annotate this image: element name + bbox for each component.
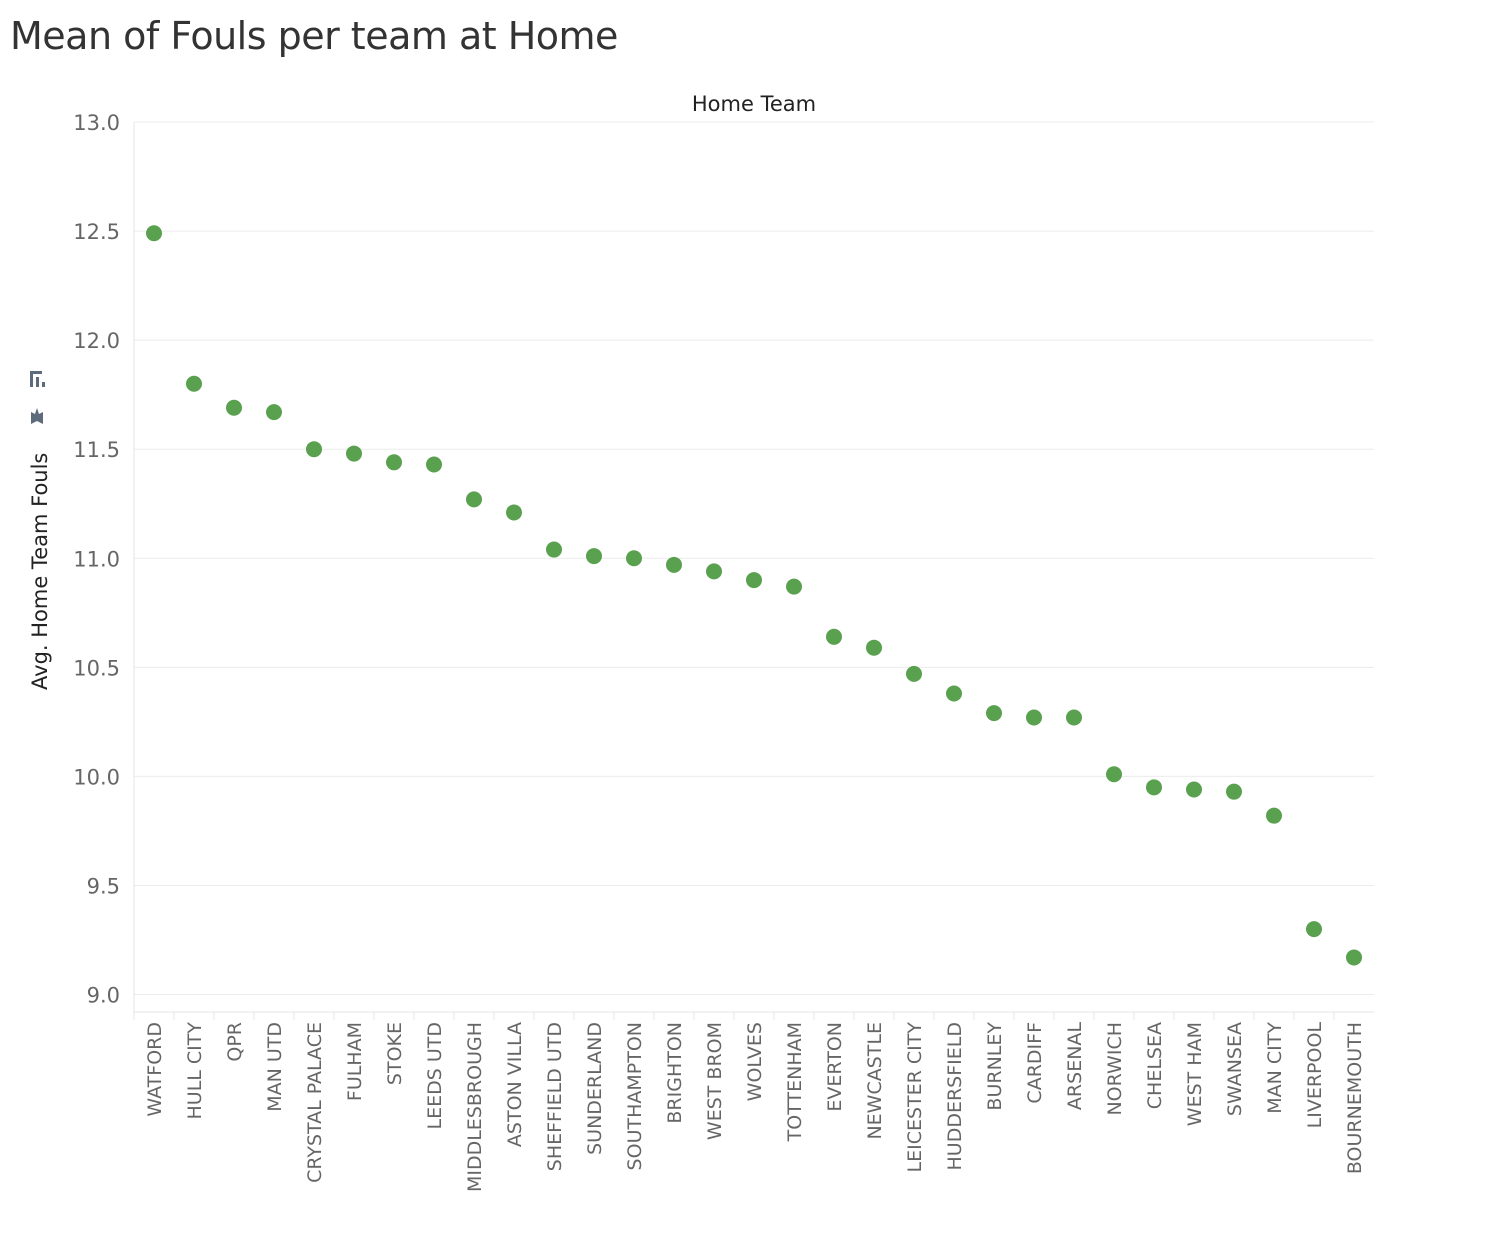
y-tick-label: 9.5 [87,874,120,898]
data-point[interactable] [826,628,842,645]
data-point[interactable] [1026,709,1042,726]
column-header: Home Team [692,92,816,116]
data-point[interactable] [466,491,482,508]
x-tick-label: LEEDS UTD [424,1022,446,1129]
x-tick-label: EVERTON [824,1022,846,1112]
data-point[interactable] [866,639,882,656]
x-tick-label: WEST HAM [1184,1022,1206,1126]
y-axis-title-group: Avg. Home Team Fouls [28,371,52,690]
y-tick-label: 9.0 [87,984,120,1008]
y-tick-label: 11.5 [73,438,120,462]
x-tick-label: MIDDLESBROUGH [464,1022,486,1192]
data-point[interactable] [546,541,562,558]
data-point[interactable] [786,578,802,595]
y-tick-label: 10.0 [73,765,120,789]
data-point[interactable] [346,445,362,462]
data-point[interactable] [746,572,762,589]
x-tick-label: TOTTENHAM [784,1022,806,1142]
x-tick-label: HUDDERSFIELD [944,1022,966,1170]
data-point[interactable] [186,375,202,392]
x-tick-label: WOLVES [744,1022,766,1101]
chart-title: Mean of Fouls per team at Home [10,14,618,58]
x-tick-label: WEST BROM [704,1022,726,1140]
x-tick-labels: WATFORD HULL CITY QPR MAN UTD CRYSTAL PALACE… [133,1012,1366,1192]
x-tick-label: MAN UTD [264,1022,286,1112]
x-tick-label: SOUTHAMPTON [624,1022,646,1170]
data-point[interactable] [1066,709,1082,726]
x-tick-label: ASTON VILLA [504,1022,526,1147]
data-point[interactable] [146,225,162,242]
x-tick-label: STOKE [384,1022,406,1085]
data-point[interactable] [1266,807,1282,824]
data-points [146,225,1362,966]
x-tick-label: WATFORD [144,1022,166,1117]
x-tick-label: LEICESTER CITY [904,1022,926,1173]
x-tick-label: CHELSEA [1144,1022,1166,1109]
x-tick-label: BURNLEY [984,1022,1006,1111]
x-tick-label: BOURNEMOUTH [1344,1022,1366,1174]
x-tick-label: QPR [224,1022,246,1062]
y-tick-label: 10.5 [73,656,120,680]
x-tick-label: BRIGHTON [664,1022,686,1124]
x-tick-label: CRYSTAL PALACE [304,1022,326,1183]
x-tick-label: FULHAM [344,1022,366,1101]
data-point[interactable] [306,441,322,458]
data-point[interactable] [506,504,522,521]
data-point[interactable] [386,454,402,471]
x-tick-label: MAN CITY [1264,1022,1286,1114]
data-point[interactable] [986,705,1002,722]
data-point[interactable] [1226,783,1242,800]
x-tick-label: SWANSEA [1224,1022,1246,1116]
x-tick-label: NEWCASTLE [864,1022,886,1140]
data-point[interactable] [1106,766,1122,783]
y-tick-label: 11.0 [73,547,120,571]
x-tick-label: NORWICH [1104,1022,1126,1116]
data-point[interactable] [666,556,682,573]
data-point[interactable] [1146,779,1162,796]
x-tick-label: CARDIFF [1024,1022,1046,1104]
pin-icon[interactable] [31,408,43,424]
x-tick-label: LIVERPOOL [1304,1022,1326,1129]
y-tick-label: 13.0 [73,111,120,135]
data-point[interactable] [266,404,282,421]
data-point[interactable] [706,563,722,580]
data-point[interactable] [1186,781,1202,798]
x-tick-label: ARSENAL [1064,1022,1086,1110]
y-tick-label: 12.0 [73,329,120,353]
data-point[interactable] [1306,921,1322,938]
x-tick-label: SHEFFIELD UTD [544,1022,566,1171]
gridlines [134,121,1374,996]
data-point[interactable] [626,550,642,567]
data-point[interactable] [906,665,922,682]
data-point[interactable] [586,548,602,565]
data-point[interactable] [946,685,962,702]
y-tick-labels: 13.0 12.5 12.0 11.5 11.0 10.5 10.0 9.5 9.0 [73,111,120,1008]
y-axis-title: Avg. Home Team Fouls [28,453,52,690]
x-tick-label: SUNDERLAND [584,1022,606,1155]
sort-icon[interactable] [30,371,45,387]
data-point[interactable] [226,399,242,416]
data-point[interactable] [1346,949,1362,966]
y-tick-label: 12.5 [73,220,120,244]
data-point[interactable] [426,456,442,473]
x-tick-label: HULL CITY [184,1022,206,1120]
